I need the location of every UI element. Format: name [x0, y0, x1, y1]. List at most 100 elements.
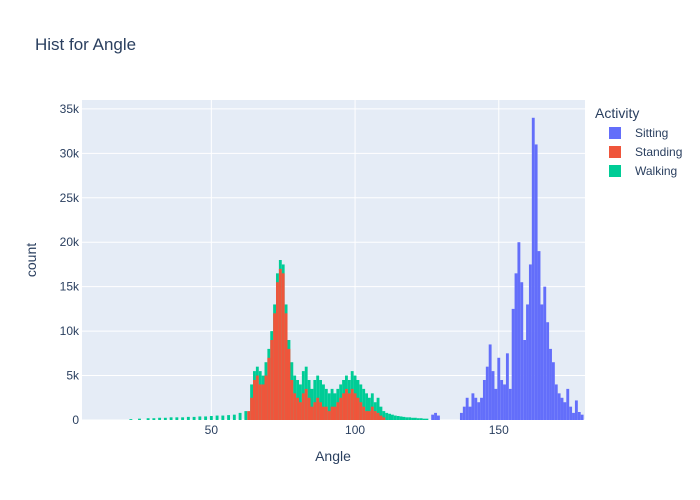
histogram-bar	[333, 406, 337, 420]
histogram-bar	[497, 357, 501, 420]
histogram-bar	[163, 417, 167, 420]
y-tick-label: 30k	[60, 146, 80, 160]
histogram-bar	[175, 417, 179, 420]
histogram-bar	[563, 402, 567, 420]
histogram-bar	[319, 380, 323, 420]
histogram-bar	[322, 406, 325, 420]
legend-label: Standing	[635, 145, 682, 159]
histogram-bar	[330, 388, 334, 420]
histogram-bar	[359, 402, 363, 420]
histogram-bar	[508, 388, 512, 420]
histogram-bar	[258, 384, 262, 420]
histogram-bar	[158, 417, 162, 420]
histogram-bar	[356, 397, 360, 420]
legend-item-standing[interactable]: Standing	[609, 145, 682, 159]
series-standing	[247, 268, 386, 420]
histogram-bar	[554, 384, 558, 420]
x-tick-label: 50	[205, 423, 219, 437]
histogram-bar	[528, 264, 532, 420]
histogram-bar	[138, 418, 141, 420]
histogram-bar	[491, 371, 495, 420]
legend-label: Sitting	[635, 126, 668, 140]
y-tick-label: 10k	[60, 324, 80, 338]
histogram-bar	[319, 402, 323, 420]
histogram-bar	[273, 313, 277, 420]
histogram-bar	[238, 412, 242, 420]
y-tick-label: 20k	[60, 235, 80, 249]
histogram-bar	[396, 416, 400, 420]
chart-title: Hist for Angle	[35, 35, 136, 54]
histogram-bar	[485, 366, 489, 420]
histogram-bars	[129, 117, 584, 421]
histogram-bar	[402, 416, 406, 420]
histogram-bar	[221, 415, 225, 420]
histogram-bar	[425, 418, 429, 420]
histogram-bar	[574, 400, 578, 420]
x-axis-ticks: 50 100 150	[205, 423, 509, 437]
histogram-bar	[290, 380, 294, 420]
histogram-bar	[431, 414, 435, 420]
histogram-bar	[514, 273, 518, 420]
histogram-bar	[411, 417, 414, 420]
y-tick-label: 15k	[60, 280, 80, 294]
histogram-bar	[244, 411, 248, 420]
histogram-bar	[416, 418, 420, 420]
histogram-bar	[537, 251, 541, 420]
y-tick-label: 35k	[60, 102, 80, 116]
histogram-bar	[560, 397, 564, 420]
y-axis-ticks: 0 5k 10k 15k 20k 25k 30k 35k	[60, 102, 80, 427]
histogram-bar	[322, 384, 325, 420]
series-sitting	[431, 117, 584, 421]
histogram-bar	[370, 406, 374, 420]
histogram-bar	[520, 282, 524, 420]
histogram-bar	[253, 380, 256, 420]
histogram-bar	[339, 397, 343, 420]
histogram-bar	[261, 384, 265, 420]
histogram-bar	[534, 144, 538, 420]
histogram-bar	[551, 362, 555, 420]
histogram-bar	[267, 357, 271, 420]
histogram-bar	[152, 418, 156, 420]
histogram-bar	[198, 416, 202, 420]
histogram-bar	[471, 393, 475, 420]
histogram-bar	[408, 417, 412, 420]
histogram-bar	[215, 415, 219, 420]
histogram-bar	[204, 416, 208, 420]
histogram-bar	[287, 348, 291, 420]
x-tick-label: 150	[489, 423, 509, 437]
histogram-bar	[540, 304, 544, 420]
histogram-bar	[523, 340, 527, 420]
histogram-bar	[365, 393, 368, 420]
histogram-bar	[379, 415, 383, 420]
histogram-bar	[388, 413, 391, 420]
histogram-bar	[342, 393, 345, 420]
histogram-bar	[281, 273, 285, 420]
legend-swatch	[609, 165, 621, 177]
histogram-bar	[350, 388, 354, 420]
histogram-bar	[344, 388, 348, 420]
histogram-bar	[293, 393, 297, 420]
histogram-bar	[494, 388, 498, 420]
histogram-bar	[362, 406, 366, 420]
histogram-bar	[313, 402, 317, 420]
histogram-bar	[474, 397, 478, 420]
legend-item-walking[interactable]: Walking	[609, 164, 677, 178]
histogram-bar	[531, 117, 535, 421]
histogram-bar	[500, 380, 504, 420]
histogram-bar	[353, 393, 357, 420]
histogram-bar	[382, 417, 386, 420]
y-tick-label: 0	[72, 413, 79, 427]
histogram-bar	[511, 308, 515, 420]
histogram-bar	[327, 411, 331, 420]
legend-item-sitting[interactable]: Sitting	[609, 126, 668, 140]
y-axis-title: count	[23, 243, 39, 277]
histogram-bar	[577, 412, 581, 420]
histogram-bar	[278, 268, 282, 420]
histogram-bar	[284, 313, 288, 420]
histogram-bar	[503, 384, 506, 420]
histogram-bar	[468, 406, 472, 420]
histogram-bar	[310, 406, 314, 420]
histogram-bar	[505, 353, 509, 420]
histogram-bar	[327, 393, 331, 420]
